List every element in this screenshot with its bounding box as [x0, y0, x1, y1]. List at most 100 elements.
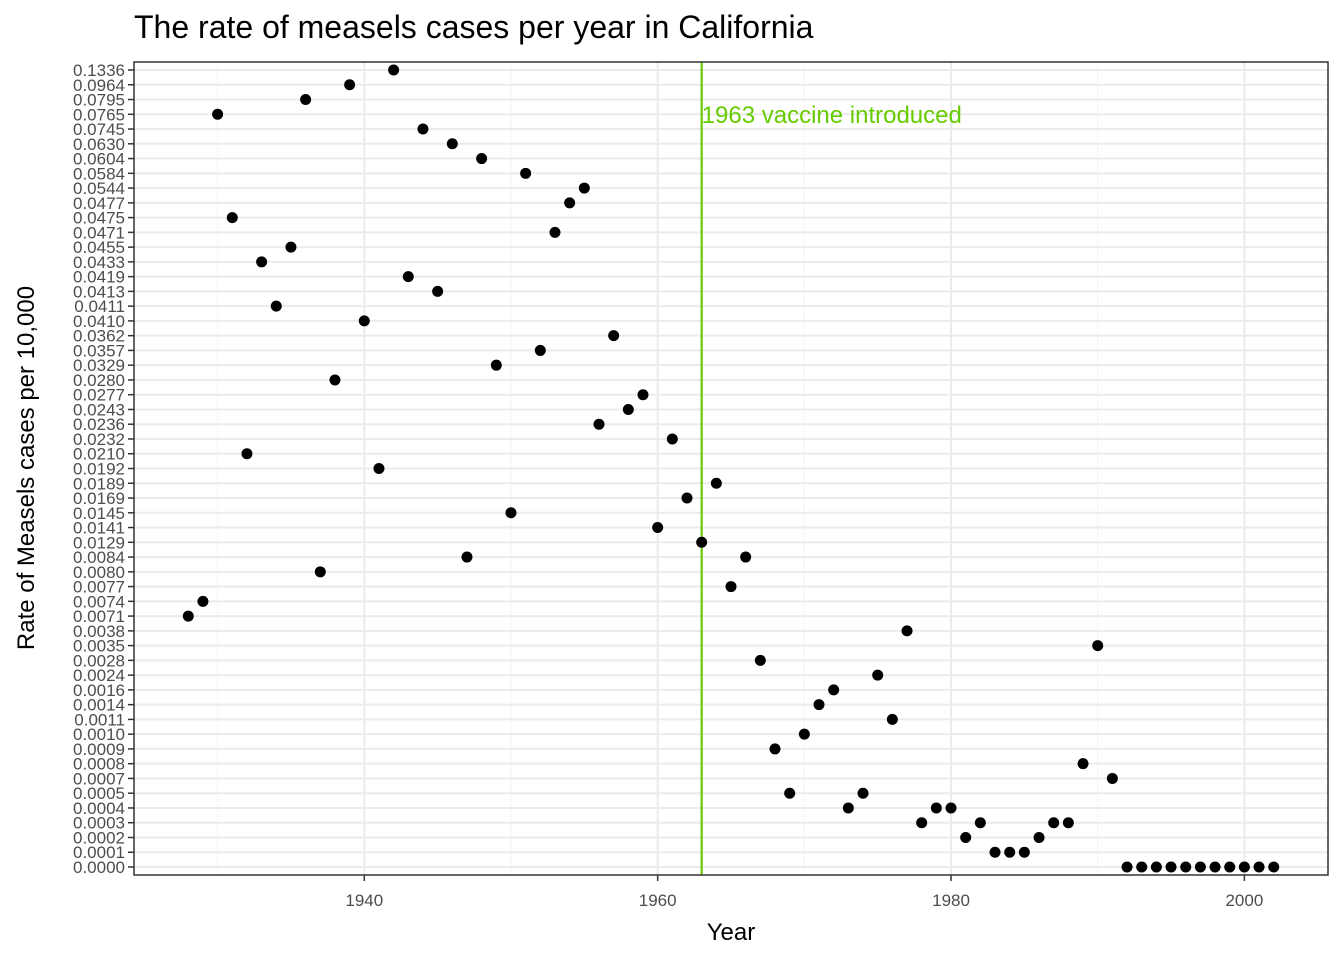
vaccine-annotation: 1963 vaccine introduced: [702, 102, 962, 129]
data-point: [446, 138, 458, 150]
data-point: [1209, 861, 1221, 873]
y-tick-label: 0.0141: [73, 519, 125, 538]
y-tick-label: 0.0077: [73, 578, 125, 597]
y-tick-label: 0.0232: [73, 430, 125, 449]
y-tick-label: 0.0007: [73, 769, 125, 788]
data-point: [901, 625, 913, 637]
y-tick-label: 0.0192: [73, 460, 125, 479]
x-tick-label: 2000: [1225, 891, 1263, 910]
y-tick-label: 0.0471: [73, 223, 125, 242]
data-point: [358, 315, 370, 327]
grid-lines: [134, 62, 1328, 875]
data-point: [1224, 861, 1236, 873]
data-point: [740, 551, 752, 563]
data-point: [549, 226, 561, 238]
data-point: [608, 330, 620, 342]
data-point: [285, 241, 297, 253]
data-point: [725, 581, 737, 593]
chart-title: The rate of measels cases per year in Ca…: [134, 9, 814, 45]
y-tick-label: 0.0008: [73, 755, 125, 774]
y-tick-label: 0.0189: [73, 474, 125, 493]
data-point: [534, 344, 546, 356]
data-point: [1253, 861, 1265, 873]
data-point: [1004, 846, 1016, 858]
y-tick-label: 0.0964: [73, 76, 125, 95]
data-point: [300, 94, 312, 106]
y-tick-label: 0.0129: [73, 533, 125, 552]
y-tick-label: 0.0357: [73, 341, 125, 360]
y-tick-label: 0.0028: [73, 651, 125, 670]
data-point: [505, 507, 517, 519]
y-tick-label: 0.0074: [73, 592, 125, 611]
data-point: [842, 802, 854, 814]
data-point: [930, 802, 942, 814]
y-tick-label: 0.0410: [73, 312, 125, 331]
data-point: [388, 64, 400, 76]
x-tick-label: 1940: [345, 891, 383, 910]
x-axis-title: Year: [707, 919, 756, 946]
data-point: [813, 699, 825, 711]
y-tick-label: 0.0000: [73, 858, 125, 877]
data-point: [1121, 861, 1133, 873]
data-point: [1062, 817, 1074, 829]
data-point: [1194, 861, 1206, 873]
data-point: [666, 433, 678, 445]
data-point: [1033, 831, 1045, 843]
data-point: [696, 536, 708, 548]
data-point: [1165, 861, 1177, 873]
y-tick-label: 0.0455: [73, 238, 125, 257]
data-point: [960, 831, 972, 843]
y-tick-label: 0.0745: [73, 120, 125, 139]
y-tick-label: 0.0413: [73, 282, 125, 301]
y-tick-label: 0.0003: [73, 814, 125, 833]
y-tick-label: 0.1336: [73, 61, 125, 80]
data-point: [212, 108, 224, 120]
data-point: [270, 300, 282, 312]
y-tick-label: 0.0016: [73, 681, 125, 700]
x-axis: 1940 1960 1980 2000: [345, 875, 1263, 910]
data-point: [1136, 861, 1148, 873]
y-tick-label: 0.0544: [73, 179, 125, 198]
y-tick-label: 0.0145: [73, 504, 125, 523]
y-tick-label: 0.0169: [73, 489, 125, 508]
y-tick-label: 0.0009: [73, 740, 125, 759]
y-axis-title: Rate of Measels cases per 10,000: [13, 286, 40, 650]
y-tick-label: 0.0419: [73, 268, 125, 287]
data-point: [344, 79, 356, 91]
y-tick-label: 0.0001: [73, 843, 125, 862]
y-tick-label: 0.0005: [73, 784, 125, 803]
data-point: [1238, 861, 1250, 873]
data-point: [182, 610, 194, 622]
y-tick-label: 0.0329: [73, 356, 125, 375]
data-point: [974, 817, 986, 829]
y-tick-label: 0.0433: [73, 253, 125, 272]
data-point: [329, 374, 341, 386]
data-point: [784, 787, 796, 799]
y-tick-label: 0.0024: [73, 666, 125, 685]
y-tick-label: 0.0011: [74, 710, 125, 729]
y-tick-label: 0.0035: [73, 637, 125, 656]
vaccine-line-group: 1963 vaccine introduced: [700, 62, 962, 875]
y-tick-label: 0.0210: [73, 445, 125, 464]
y-tick-label: 0.0236: [73, 415, 125, 434]
data-point: [226, 212, 238, 224]
data-point: [1106, 772, 1118, 784]
y-tick-label: 0.0038: [73, 622, 125, 641]
y-tick-label: 0.0277: [73, 386, 125, 405]
y-tick-label: 0.0584: [73, 164, 125, 183]
data-point: [432, 285, 444, 297]
y-tick-label: 0.0080: [73, 563, 125, 582]
data-point: [578, 182, 590, 194]
y-tick-label: 0.0071: [73, 607, 125, 626]
data-point: [681, 492, 693, 504]
x-tick-label: 1960: [639, 891, 677, 910]
y-tick-label: 0.0475: [73, 209, 125, 228]
y-tick-label: 0.0604: [73, 150, 125, 169]
data-point: [916, 817, 928, 829]
data-point: [828, 684, 840, 696]
y-tick-label: 0.0362: [73, 327, 125, 346]
data-point: [769, 743, 781, 755]
data-point: [314, 566, 326, 578]
